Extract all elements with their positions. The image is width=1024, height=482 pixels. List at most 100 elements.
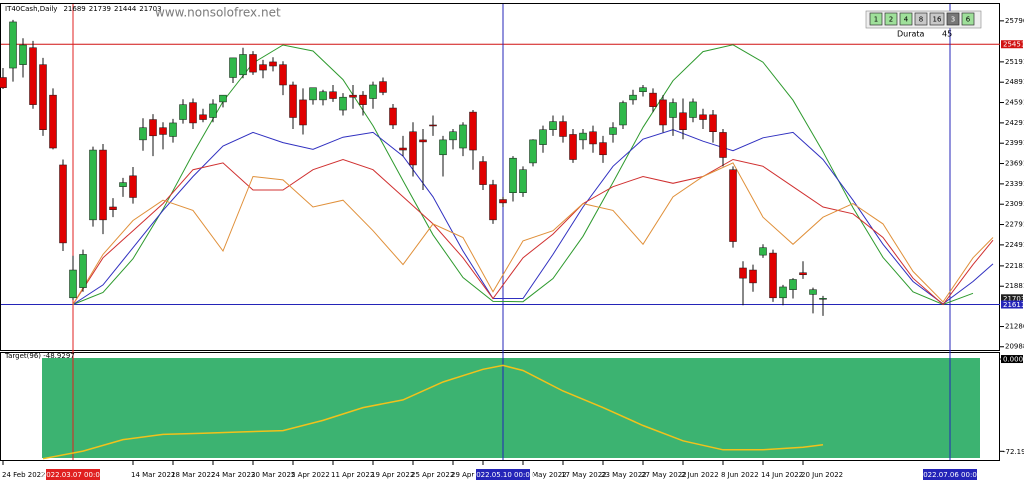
button[interactable]: 4 bbox=[899, 12, 913, 26]
x-tick-label: 5 Apr 2022 bbox=[291, 471, 330, 479]
button[interactable]: 2 bbox=[884, 12, 898, 26]
candle-body bbox=[169, 122, 177, 137]
candle-body bbox=[739, 267, 747, 279]
candle-body bbox=[209, 103, 217, 118]
plot: 25796 25191 24891 24591 24291 23991 23691 23391… bbox=[0, 4, 1024, 480]
indicator-title: Target(96) -48.9297 bbox=[4, 352, 75, 360]
date-marker-box bbox=[46, 469, 100, 480]
button[interactable]: 3 bbox=[946, 12, 960, 26]
date-marker-label: 2022.07.06 00:00 bbox=[919, 471, 981, 479]
candle-body bbox=[259, 64, 267, 71]
candle-body bbox=[129, 175, 137, 198]
candle-body bbox=[589, 131, 597, 145]
x-tick-label: 11 May 2022 bbox=[521, 471, 567, 479]
candle-body bbox=[239, 54, 247, 76]
indicator-tick-label: 0.0000 bbox=[1003, 356, 1024, 364]
candle-body bbox=[89, 149, 97, 221]
candle-body bbox=[529, 139, 537, 164]
candle-body bbox=[269, 61, 277, 67]
candle-body bbox=[569, 134, 577, 160]
indicator-label-box bbox=[1001, 355, 1023, 364]
candle-body bbox=[719, 132, 727, 158]
price-label: 25451 bbox=[1003, 41, 1024, 49]
candle-body bbox=[389, 107, 397, 126]
candle-body bbox=[499, 199, 507, 204]
candle-body bbox=[149, 119, 157, 137]
x-tick-label: 24 Feb 2022 bbox=[2, 471, 46, 479]
candle-body bbox=[199, 114, 207, 120]
candle-body bbox=[459, 124, 467, 149]
candle-body bbox=[419, 139, 427, 143]
price-label-box bbox=[1001, 300, 1023, 309]
candle-body bbox=[709, 114, 717, 132]
y-tick-label: 21881 bbox=[1005, 282, 1024, 290]
button-label: 1 bbox=[874, 16, 878, 24]
y-tick-label: 24591 bbox=[1005, 99, 1024, 107]
date-marker-label: 2022.05.10 00:00 bbox=[472, 471, 534, 479]
x-tick-label: 27 May 2022 bbox=[641, 471, 687, 479]
candle-body bbox=[559, 121, 567, 137]
candle-body bbox=[329, 91, 337, 99]
indicator-tick-label: -72.197 bbox=[1003, 448, 1024, 456]
x-tick-label: 2 Jun 2022 bbox=[681, 471, 719, 479]
x-tick-label: 24 Mar 2022 bbox=[211, 471, 255, 479]
duration-label: Durata bbox=[897, 30, 925, 39]
button-label: 4 bbox=[904, 16, 909, 24]
candle-body bbox=[799, 272, 807, 276]
button[interactable]: 8 bbox=[914, 12, 928, 26]
button[interactable]: 16 bbox=[929, 12, 945, 26]
price-label-box bbox=[1001, 294, 1023, 303]
candle-body bbox=[19, 44, 27, 65]
candle-body bbox=[159, 127, 167, 135]
candle-body bbox=[509, 157, 517, 194]
candle-body bbox=[469, 111, 477, 151]
candle-body bbox=[119, 182, 127, 187]
x-tick-label: 18 Mar 2022 bbox=[171, 471, 215, 479]
candle-body bbox=[809, 289, 817, 295]
price-label: 21703 bbox=[1003, 295, 1024, 303]
candle-body bbox=[249, 54, 257, 73]
candle-body bbox=[109, 206, 117, 210]
main-frame bbox=[0, 3, 1000, 351]
candle-body bbox=[319, 91, 327, 101]
header-close: 21703 bbox=[139, 5, 161, 13]
button-label: 16 bbox=[933, 16, 942, 24]
candle-body bbox=[339, 96, 347, 111]
candle-body bbox=[489, 184, 497, 221]
candle-body bbox=[699, 114, 707, 120]
candle-body bbox=[779, 286, 787, 299]
candle-body bbox=[449, 131, 457, 141]
x-tick-label: 17 May 2022 bbox=[561, 471, 607, 479]
candle-body bbox=[639, 87, 647, 93]
duration-value: 45 bbox=[942, 30, 952, 39]
candle-body bbox=[359, 94, 367, 105]
y-tick-label: 22491 bbox=[1005, 241, 1024, 249]
candle-body bbox=[439, 139, 447, 156]
button[interactable]: 1 bbox=[869, 12, 883, 26]
x-tick-label: 30 Mar 2022 bbox=[251, 471, 295, 479]
candle-body bbox=[289, 84, 297, 118]
candle-body bbox=[79, 254, 87, 288]
button[interactable]: 6 bbox=[961, 12, 975, 26]
candle-body bbox=[769, 252, 777, 299]
candle-body bbox=[729, 169, 737, 242]
candle-body bbox=[9, 21, 17, 69]
date-marker-box bbox=[923, 469, 977, 480]
x-tick-label: 14 Mar 2022 bbox=[131, 471, 175, 479]
header-high: 21739 bbox=[89, 5, 111, 13]
x-tick-label: 29 Apr 2022 bbox=[451, 471, 494, 479]
y-tick-label: 21286 bbox=[1005, 323, 1024, 331]
y-tick-label: 23991 bbox=[1005, 139, 1024, 147]
candle-body bbox=[619, 102, 627, 126]
cycle-curve bbox=[72, 129, 994, 305]
candle-body bbox=[189, 102, 197, 124]
candle-body bbox=[479, 161, 487, 185]
symbol: IT40Cash,Daily 21689 21739 21444 21703 bbox=[5, 5, 162, 13]
x-tick-label: 25 Apr 2022 bbox=[411, 471, 454, 479]
button-label: 3 bbox=[951, 16, 955, 24]
x-tick-label: 11 Apr 2022 bbox=[331, 471, 374, 479]
button-label: 8 bbox=[919, 16, 923, 24]
y-tick-label: 25191 bbox=[1005, 58, 1024, 66]
candle-body bbox=[349, 94, 357, 98]
